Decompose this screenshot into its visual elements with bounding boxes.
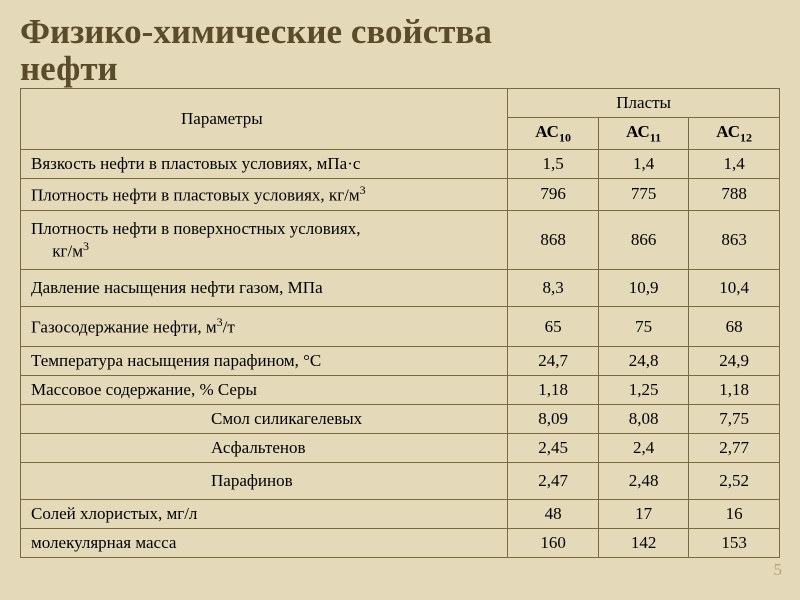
header-row-1: Параметры Пласты [21, 88, 780, 117]
value-cell: 75 [598, 307, 688, 347]
slide-title: Физико-химические свойства нефти [20, 14, 780, 88]
param-label: Давление насыщения нефти газом, МПа [21, 270, 508, 307]
value-cell: 142 [598, 528, 688, 557]
page-number: 5 [774, 560, 783, 580]
value-cell: 2,48 [598, 462, 688, 499]
param-label: Температура насыщения парафином, °С [21, 346, 508, 375]
col-ac11: АС11 [598, 117, 688, 149]
value-cell: 7,75 [689, 404, 780, 433]
param-label: Парафинов [21, 462, 508, 499]
header-params: Параметры [21, 88, 508, 149]
table-row: Асфальтенов2,452,42,77 [21, 433, 780, 462]
value-cell: 24,9 [689, 346, 780, 375]
table-row: Плотность нефти в поверхностных условиях… [21, 210, 780, 270]
title-line1: Физико-химические свойства [20, 12, 492, 51]
value-cell: 153 [689, 528, 780, 557]
value-cell: 10,9 [598, 270, 688, 307]
value-cell: 1,4 [689, 149, 780, 178]
table-row: Температура насыщения парафином, °С24,72… [21, 346, 780, 375]
value-cell: 2,4 [598, 433, 688, 462]
slide: Физико-химические свойства нефти Парамет… [0, 0, 800, 568]
param-label: молекулярная масса [21, 528, 508, 557]
value-cell: 1,18 [508, 375, 599, 404]
value-cell: 65 [508, 307, 599, 347]
properties-table: Параметры Пласты АС10 АС11 АС12 Вязкость… [20, 88, 780, 558]
value-cell: 2,47 [508, 462, 599, 499]
value-cell: 2,77 [689, 433, 780, 462]
value-cell: 8,3 [508, 270, 599, 307]
table-row: Массовое содержание, % Серы1,181,251,18 [21, 375, 780, 404]
value-cell: 2,45 [508, 433, 599, 462]
param-label: Плотность нефти в пластовых условиях, кг… [21, 178, 508, 210]
param-label: Смол силикагелевых [21, 404, 508, 433]
value-cell: 10,4 [689, 270, 780, 307]
table-row: Плотность нефти в пластовых условиях, кг… [21, 178, 780, 210]
title-line2: нефти [20, 49, 118, 88]
value-cell: 1,18 [689, 375, 780, 404]
value-cell: 8,08 [598, 404, 688, 433]
value-cell: 775 [598, 178, 688, 210]
value-cell: 24,7 [508, 346, 599, 375]
value-cell: 17 [598, 499, 688, 528]
value-cell: 1,5 [508, 149, 599, 178]
value-cell: 48 [508, 499, 599, 528]
value-cell: 1,25 [598, 375, 688, 404]
value-cell: 68 [689, 307, 780, 347]
table-row: Парафинов2,472,482,52 [21, 462, 780, 499]
value-cell: 8,09 [508, 404, 599, 433]
param-label: Газосодержание нефти, м3/т [21, 307, 508, 347]
header-group: Пласты [508, 88, 780, 117]
value-cell: 24,8 [598, 346, 688, 375]
param-label: Асфальтенов [21, 433, 508, 462]
value-cell: 1,4 [598, 149, 688, 178]
param-label: Вязкость нефти в пластовых условиях, мПа… [21, 149, 508, 178]
table-body: Вязкость нефти в пластовых условиях, мПа… [21, 149, 780, 557]
table-row: молекулярная масса160142153 [21, 528, 780, 557]
value-cell: 2,52 [689, 462, 780, 499]
value-cell: 796 [508, 178, 599, 210]
params-label: Параметры [181, 109, 263, 128]
param-label: Массовое содержание, % Серы [21, 375, 508, 404]
value-cell: 160 [508, 528, 599, 557]
value-cell: 866 [598, 210, 688, 270]
table-row: Газосодержание нефти, м3/т657568 [21, 307, 780, 347]
param-label: Солей хлористых, мг/л [21, 499, 508, 528]
value-cell: 868 [508, 210, 599, 270]
table-row: Солей хлористых, мг/л481716 [21, 499, 780, 528]
value-cell: 16 [689, 499, 780, 528]
value-cell: 788 [689, 178, 780, 210]
table-row: Смол силикагелевых8,098,087,75 [21, 404, 780, 433]
col-ac12: АС12 [689, 117, 780, 149]
value-cell: 863 [689, 210, 780, 270]
table-row: Давление насыщения нефти газом, МПа8,310… [21, 270, 780, 307]
col-ac10: АС10 [508, 117, 599, 149]
param-label: Плотность нефти в поверхностных условиях… [21, 210, 508, 270]
table-row: Вязкость нефти в пластовых условиях, мПа… [21, 149, 780, 178]
